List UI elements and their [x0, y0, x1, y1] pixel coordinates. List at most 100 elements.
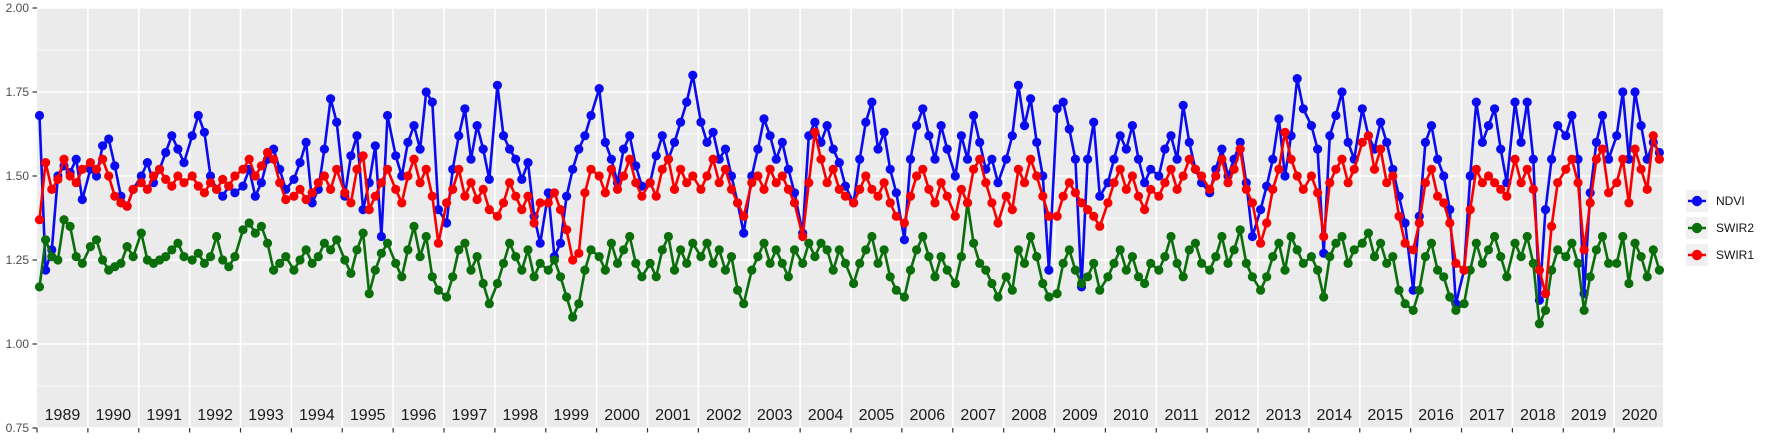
legend-key-ndvi	[1686, 190, 1708, 212]
data-point	[142, 158, 152, 168]
data-point	[1280, 265, 1290, 275]
data-point	[319, 144, 329, 154]
data-point	[1331, 110, 1341, 121]
data-point	[34, 215, 45, 225]
data-point	[1547, 154, 1557, 164]
data-point	[1052, 289, 1062, 299]
data-point	[1052, 104, 1062, 114]
data-point	[1516, 178, 1526, 188]
data-point	[301, 194, 311, 205]
data-point	[1140, 178, 1150, 188]
data-point	[161, 174, 171, 184]
data-point	[879, 127, 889, 137]
data-point	[1154, 171, 1164, 181]
data-point	[1471, 238, 1481, 248]
data-point	[34, 282, 45, 292]
data-point	[1184, 245, 1194, 255]
data-point	[1052, 211, 1062, 221]
data-point	[1229, 245, 1239, 255]
data-point	[1076, 198, 1087, 208]
data-point	[726, 252, 737, 262]
data-point	[193, 110, 203, 121]
data-point	[987, 278, 997, 289]
data-point	[391, 151, 401, 161]
data-point	[376, 178, 386, 188]
data-point	[1292, 171, 1302, 181]
data-point	[822, 245, 832, 255]
data-point	[1280, 171, 1290, 181]
data-point	[676, 164, 686, 174]
data-point	[1612, 258, 1622, 268]
data-point	[1032, 137, 1042, 147]
data-point	[1001, 154, 1011, 164]
data-point	[382, 164, 393, 174]
data-point	[574, 248, 584, 258]
data-point	[783, 164, 794, 174]
data-point	[1146, 258, 1156, 268]
data-point	[702, 238, 712, 248]
data-point	[739, 299, 749, 309]
data-point	[765, 131, 775, 141]
data-point	[1490, 104, 1500, 114]
data-point	[1262, 272, 1272, 282]
data-point	[798, 231, 808, 242]
data-point	[1013, 80, 1024, 90]
data-point	[688, 171, 698, 181]
data-point	[1115, 245, 1125, 255]
data-point	[332, 164, 342, 174]
data-point	[71, 178, 81, 188]
data-point	[53, 255, 63, 265]
data-point	[1573, 258, 1583, 268]
data-point	[962, 154, 973, 164]
data-point	[657, 164, 667, 174]
data-point	[173, 144, 183, 154]
data-point	[397, 198, 407, 208]
data-point	[403, 171, 413, 181]
data-point	[1433, 154, 1443, 164]
data-point	[104, 134, 114, 144]
data-point	[822, 178, 832, 188]
data-point	[753, 171, 763, 181]
data-point	[179, 252, 189, 262]
data-point	[275, 258, 285, 268]
data-point	[555, 238, 566, 248]
data-point	[1420, 252, 1430, 262]
data-point	[600, 137, 610, 147]
data-point	[427, 191, 437, 201]
data-point	[1648, 245, 1658, 255]
data-point	[637, 191, 647, 201]
data-point	[1019, 178, 1030, 188]
data-point	[34, 110, 45, 121]
data-point	[975, 258, 985, 268]
data-point	[663, 231, 674, 242]
data-point	[1044, 292, 1054, 302]
data-point	[1241, 258, 1251, 268]
data-point	[1217, 231, 1227, 242]
data-point	[1522, 231, 1532, 242]
data-point	[1178, 100, 1188, 110]
data-point	[1109, 154, 1119, 164]
data-point	[1597, 144, 1608, 154]
data-point	[523, 245, 533, 255]
data-point	[861, 245, 871, 255]
data-point	[187, 131, 197, 141]
data-point	[631, 161, 641, 171]
data-point	[332, 117, 342, 127]
data-point	[421, 231, 431, 242]
data-point	[136, 171, 146, 181]
data-point	[41, 265, 51, 275]
data-point	[448, 272, 458, 282]
data-point	[956, 252, 967, 262]
data-point	[619, 245, 629, 255]
data-point	[568, 164, 578, 174]
data-point	[924, 252, 934, 262]
year-label: 1992	[197, 407, 233, 424]
data-point	[549, 255, 560, 265]
year-label: 1994	[299, 407, 335, 424]
data-point	[810, 117, 820, 127]
data-point	[1349, 164, 1359, 174]
data-point	[275, 178, 285, 188]
data-point	[1026, 231, 1036, 242]
data-point	[224, 262, 234, 272]
